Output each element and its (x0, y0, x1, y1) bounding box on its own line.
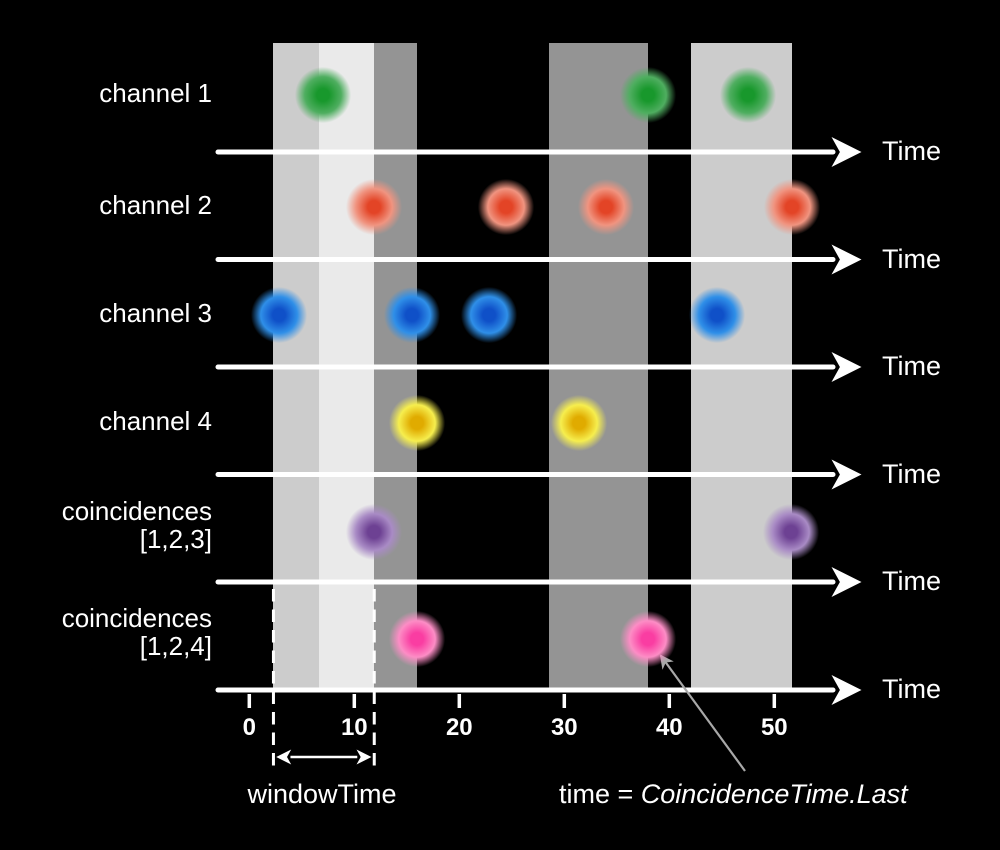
event-dot-blue-channel-3 (460, 287, 517, 343)
time-axis-caption: Time (882, 351, 941, 381)
event-dot-purple-coincidences-1-2-3 (346, 504, 403, 560)
coincidence-time-annotation: time = CoincidenceTime.Last (559, 779, 908, 809)
row-label-channel-2: channel 2 (0, 191, 212, 219)
row-label-line: channel 4 (99, 406, 212, 436)
row-label-coincidences-1-2-4: coincidences [1,2,4] (0, 604, 212, 660)
time-axis-caption: Time (882, 243, 941, 274)
annotation-prefix-text: time = (559, 779, 641, 809)
event-dot-green-channel-1 (294, 66, 351, 123)
event-dot-pink-coincidences-1-2-4 (389, 610, 446, 667)
axis-tick-label: 0 (242, 714, 256, 741)
event-dot-yellow-channel-4 (389, 395, 446, 451)
row-label-channel-4: channel 4 (0, 407, 212, 435)
annotation-italic-text: CoincidenceTime.Last (640, 779, 908, 809)
event-dot-red-channel-2 (346, 178, 403, 235)
row-label-coincidences-1-2-3: coincidences [1,2,3] (0, 497, 212, 553)
event-dot-red-channel-2 (477, 178, 534, 235)
row-label-channel-3: channel 3 (0, 299, 212, 327)
event-dot-purple-coincidences-1-2-3 (763, 504, 820, 560)
axis-tick-label: 20 (445, 714, 473, 741)
time-axis-caption: Time (882, 458, 941, 489)
axis-tick-label: 40 (655, 714, 683, 741)
window-time-label: windowTime (247, 779, 397, 809)
event-dot-red-channel-2 (764, 178, 821, 235)
axis-tick-label: 50 (760, 714, 788, 741)
event-dot-yellow-channel-4 (551, 395, 607, 451)
row-label-line: channel 2 (99, 189, 212, 220)
event-dot-pink-coincidences-1-2-4 (620, 610, 677, 667)
row-label-line: [1,2,3] (139, 524, 212, 554)
event-dot-blue-channel-3 (250, 287, 307, 343)
axis-tick-label: 10 (340, 714, 368, 741)
event-dot-green-channel-1 (720, 66, 777, 123)
event-dot-blue-channel-3 (688, 287, 745, 343)
annotation-arrow (659, 654, 746, 772)
row-label-channel-1: channel 1 (0, 79, 212, 107)
row-label-line: [1,2,4] (139, 630, 212, 661)
time-axis-caption: Time (882, 674, 941, 704)
row-label-line: channel 3 (99, 298, 212, 328)
axis-tick-label: 30 (550, 714, 578, 741)
time-axis-caption: Time (882, 136, 941, 166)
row-label-line: channel 1 (99, 77, 212, 108)
time-axis-caption: Time (882, 566, 941, 596)
event-dot-green-channel-1 (620, 66, 677, 123)
event-dot-red-channel-2 (578, 178, 635, 235)
event-dot-blue-channel-3 (384, 287, 441, 343)
row-label-line: coincidences (61, 496, 212, 526)
row-label-line: coincidences (61, 602, 212, 633)
